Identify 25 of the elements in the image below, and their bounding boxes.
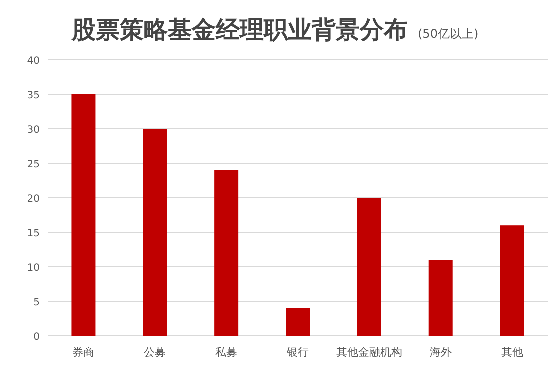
y-tick-label: 10 [27, 263, 40, 274]
y-tick-label: 0 [34, 332, 40, 343]
bar [357, 198, 382, 336]
y-tick-label: 35 [27, 90, 40, 102]
x-tick-label: 其他 [501, 346, 524, 359]
bar [72, 94, 96, 336]
y-tick-label: 15 [27, 228, 40, 240]
x-tick-label: 其他金融机构 [336, 346, 402, 359]
chart-subtitle: (50亿以上) [418, 27, 479, 41]
bar [143, 129, 168, 336]
y-tick-label: 30 [27, 125, 40, 136]
chart-title: 股票策略基金经理职业背景分布 [71, 16, 408, 44]
x-tick-label: 海外 [430, 346, 452, 359]
y-tick-label: 5 [34, 298, 40, 308]
bar [286, 308, 310, 336]
y-tick-label: 40 [27, 56, 40, 67]
bar [428, 260, 453, 336]
bar [214, 170, 239, 336]
x-tick-label: 银行 [286, 346, 309, 359]
bar [500, 226, 524, 336]
x-tick-label: 公募 [144, 346, 166, 359]
y-tick-label: 20 [27, 194, 40, 205]
y-tick-label: 25 [27, 160, 40, 170]
x-tick-label: 私募 [216, 346, 238, 359]
x-tick-label: 券商 [72, 346, 95, 359]
